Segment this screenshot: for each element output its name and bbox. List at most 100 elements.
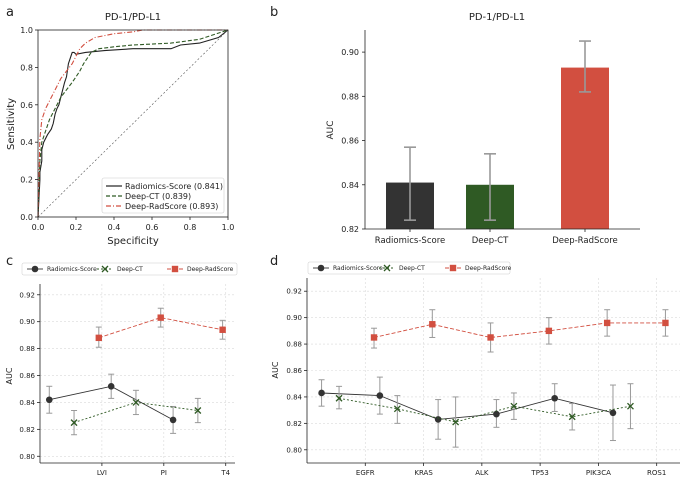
roc-x-tick-label: 0.4 [108, 223, 121, 232]
c-legend-marker [171, 265, 179, 273]
d-point [429, 321, 436, 328]
d-point [452, 418, 460, 426]
bar-deep-radscore [561, 67, 609, 229]
c-y-tick-label: 0.82 [19, 426, 35, 434]
d-point [370, 334, 378, 341]
bar-y-tick-label: 0.82 [341, 225, 359, 234]
roc-x-tick-label: 0.0 [32, 223, 45, 232]
c-y-tick-label: 0.80 [19, 453, 35, 461]
d-y-axis-label: AUC [271, 361, 280, 378]
c-legend-label: Deep-RadScore [187, 266, 234, 273]
d-marks [318, 309, 669, 448]
roc-legend-label-deepradscore: Deep-RadScore (0.893) [125, 202, 218, 211]
c-point [169, 416, 177, 424]
roc-reference-diagonal [37, 29, 229, 218]
d-point [603, 319, 611, 327]
d-y-tick-label: 0.90 [286, 314, 302, 322]
c-y-tick-label: 0.88 [19, 345, 35, 353]
c-x-tick-label: LVI [97, 469, 107, 477]
d-point [510, 402, 518, 410]
panel-b-title: PD-1/PD-L1 [469, 12, 525, 23]
c-y-tick-label: 0.86 [19, 372, 35, 380]
bar-y-axis-label: AUC [326, 120, 336, 139]
d-series-line-0 [321, 392, 614, 420]
c-marks [45, 307, 226, 436]
c-point [219, 326, 226, 333]
panel-label-c: c [6, 254, 13, 269]
bar-y-tick-label: 0.86 [341, 137, 359, 146]
c-legend-marker [101, 265, 109, 273]
d-point [318, 389, 325, 397]
c-ticks: 0.80 0.82 0.84 0.86 0.88 0.90 0.92 LVI PI T4 [19, 284, 235, 477]
c-x-tick-label: T4 [220, 469, 230, 477]
roc-y-tick-label: 0.0 [20, 213, 33, 222]
roc-x-tick-label: 0.8 [184, 223, 197, 232]
bar-marks: Radiomics-Score Deep-CT Deep-RadScore [375, 40, 618, 246]
d-legend-marker [449, 264, 457, 272]
roc-y-tick-label: 0.4 [20, 138, 33, 147]
d-y-tick-label: 0.92 [286, 288, 302, 296]
d-series-line-2 [373, 322, 666, 338]
roc-x-tick-label: 0.2 [70, 223, 83, 232]
roc-plot-frame [37, 29, 229, 218]
d-point [434, 416, 442, 423]
c-point [95, 334, 103, 342]
roc-legend-box [101, 177, 225, 214]
c-legend-label: Deep-CT [117, 266, 143, 273]
d-point [545, 327, 553, 335]
d-point [609, 409, 617, 417]
roc-x-axis-label: Specificity [107, 236, 159, 247]
d-y-tick-label: 0.88 [286, 341, 302, 349]
c-point [157, 314, 164, 321]
d-legend-label: Deep-CT [399, 265, 425, 272]
roc-y-axis-label: Sensitivity [6, 98, 17, 150]
roc-ticks: 0.0 0.2 0.4 0.6 0.8 1.0 0.0 0.2 0.4 0.6 0.8 1.0 [20, 26, 234, 232]
d-legend: Radiomics-Score Deep-CT Deep-RadScore [307, 261, 512, 275]
d-point [487, 334, 494, 341]
roc-curve-radiomics [37, 29, 229, 218]
c-series-line-2 [98, 317, 223, 339]
d-point [376, 392, 384, 399]
c-legend-box [21, 262, 238, 276]
bar-y-tick-label: 0.90 [341, 48, 359, 57]
roc-y-tick-label: 0.8 [20, 63, 33, 72]
bar-ticks: 0.82 0.84 0.86 0.88 0.90 [341, 48, 365, 234]
panel-label-b: b [270, 5, 278, 20]
bar-y-tick-label: 0.84 [341, 181, 359, 190]
d-x-tick-label: TP53 [530, 469, 548, 477]
panel-c: c 0.80 0.82 0.84 0.86 0.88 0.90 0.92 LVI PI T4 AU… [5, 254, 238, 477]
roc-curve-deepct [37, 29, 229, 218]
roc-y-tick-label: 1.0 [20, 26, 33, 35]
c-y-tick-label: 0.90 [19, 318, 35, 326]
d-ticks: 0.80 0.82 0.84 0.86 0.88 0.90 0.92 EGFR KRAS ALK T… [286, 278, 680, 477]
c-y-tick-label: 0.92 [19, 291, 35, 299]
roc-y-tick-label: 0.2 [20, 176, 33, 185]
c-y-axis-label: AUC [5, 367, 14, 384]
d-legend-label: Deep-RadScore [465, 265, 512, 272]
panel-a: a PD-1/PD-L1 0.0 0.2 0.4 0.6 0.8 1.0 0.0 0.2 0.4… [6, 5, 234, 247]
d-x-tick-label: ROS1 [647, 469, 666, 477]
roc-x-tick-label: 1.0 [222, 223, 235, 232]
panel-a-title: PD-1/PD-L1 [105, 12, 161, 23]
d-y-tick-label: 0.86 [286, 367, 302, 375]
bar-x-tick-label: Deep-CT [472, 236, 509, 246]
d-point [335, 394, 343, 402]
d-legend-label: Radiomics-Score [333, 265, 383, 272]
d-point [393, 405, 401, 413]
c-point [132, 398, 140, 406]
roc-legend-label-deepct: Deep-CT (0.839) [125, 192, 191, 201]
panel-b: b PD-1/PD-L1 0.82 0.84 0.86 0.88 0.90 Radiom… [270, 5, 640, 246]
bar-x-tick-label: Radiomics-Score [375, 236, 446, 246]
d-legend-box [307, 261, 511, 275]
c-point [107, 382, 115, 390]
d-y-tick-label: 0.80 [286, 446, 302, 454]
roc-x-tick-label: 0.6 [146, 223, 159, 232]
d-y-tick-label: 0.82 [286, 420, 302, 428]
c-point [45, 396, 53, 404]
panel-label-d: d [270, 254, 278, 269]
d-x-tick-label: EGFR [356, 469, 375, 477]
d-series-line-1 [339, 397, 631, 423]
d-point [551, 394, 558, 402]
d-x-tick-label: KRAS [414, 469, 433, 477]
